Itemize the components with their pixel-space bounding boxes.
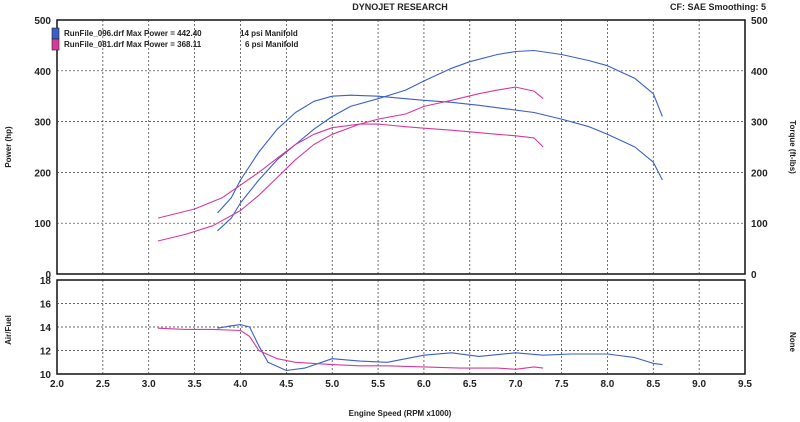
y-tick-label-afr: 12 xyxy=(40,347,52,358)
y-tick-label-right: 200 xyxy=(751,168,768,179)
x-tick-label: 4.0 xyxy=(234,379,248,390)
legend: RunFile_096.drf Max Power = 442.40 14 ps… xyxy=(51,27,298,51)
y-tick-label-afr: 10 xyxy=(40,370,52,381)
afr-line-runfile-081-drf xyxy=(157,327,544,370)
y-tick-label-right: 300 xyxy=(751,118,768,129)
legend-label-2: RunFile_081.drf Max Power = 368.11 xyxy=(64,40,202,49)
y-tick-label-left: 300 xyxy=(34,118,51,129)
y-axis-title-torque: Torque (ft-lbs) xyxy=(788,120,797,174)
upper-grid xyxy=(57,20,745,274)
x-tick-label: 7.0 xyxy=(509,379,523,390)
x-tick-label: 9.0 xyxy=(692,379,706,390)
legend-swatch-1 xyxy=(51,27,60,40)
upper-series xyxy=(157,49,663,242)
y-tick-label-right: 400 xyxy=(751,67,768,78)
torque-line-runfile-096-drf xyxy=(217,94,663,214)
torque-line-runfile-081-drf xyxy=(157,123,544,219)
x-axis-title: Engine Speed (RPM x1000) xyxy=(349,409,452,418)
upper-plot-frame xyxy=(56,19,746,275)
x-tick-label: 9.5 xyxy=(738,379,752,390)
x-tick-label: 3.5 xyxy=(188,379,202,390)
lower-grid xyxy=(57,280,745,374)
power-line-runfile-096-drf xyxy=(217,49,663,232)
y-tick-label-right: 100 xyxy=(751,219,768,230)
x-tick-label: 8.5 xyxy=(646,379,660,390)
x-tick-label: 4.5 xyxy=(279,379,293,390)
y-tick-label-afr: 16 xyxy=(40,300,52,311)
y-axis-title-afr: Air/Fuel xyxy=(4,315,13,345)
tick-labels: 2.0 2.5 3.0 3.5 4.0 4.5 5.0 5.5 6.0 6.5 7.0 7.5 8.0 8… xyxy=(34,16,768,390)
x-tick-label: 5.0 xyxy=(325,379,339,390)
legend-note-2: 6 psi Manifold xyxy=(245,40,298,49)
y-tick-label-left: 100 xyxy=(34,219,51,230)
y-tick-label-left: 0 xyxy=(45,270,51,281)
y-tick-label-afr: 14 xyxy=(40,323,52,334)
y-tick-label-right: 0 xyxy=(751,270,757,281)
legend-note-1: 14 psi Manifold xyxy=(240,29,298,38)
x-tick-label: 2.5 xyxy=(96,379,110,390)
legend-swatch-2 xyxy=(51,38,60,51)
y-tick-label-right: 500 xyxy=(751,16,768,27)
header-title: DYNOJET RESEARCH xyxy=(352,2,448,12)
x-tick-label: 6.5 xyxy=(463,379,477,390)
y-tick-label-left: 400 xyxy=(34,67,51,78)
x-tick-label: 5.5 xyxy=(371,379,385,390)
legend-label-1: RunFile_096.drf Max Power = 442.40 xyxy=(64,29,202,38)
x-tick-label: 6.0 xyxy=(417,379,431,390)
header-info: CF: SAE Smoothing: 5 xyxy=(670,2,766,12)
x-tick-label: 7.5 xyxy=(555,379,569,390)
y-tick-label-afr: 18 xyxy=(40,276,52,287)
x-tick-label: 3.0 xyxy=(142,379,156,390)
afr-line-runfile-096-drf xyxy=(217,324,663,372)
lower-series xyxy=(157,324,663,372)
y-tick-label-left: 500 xyxy=(34,16,51,27)
x-tick-label: 8.0 xyxy=(600,379,614,390)
y-axis-title-power: Power (hp) xyxy=(4,126,13,168)
x-tick-label: 2.0 xyxy=(50,379,64,390)
y-tick-label-left: 200 xyxy=(34,168,51,179)
y-axis-title-none: None xyxy=(788,332,797,353)
